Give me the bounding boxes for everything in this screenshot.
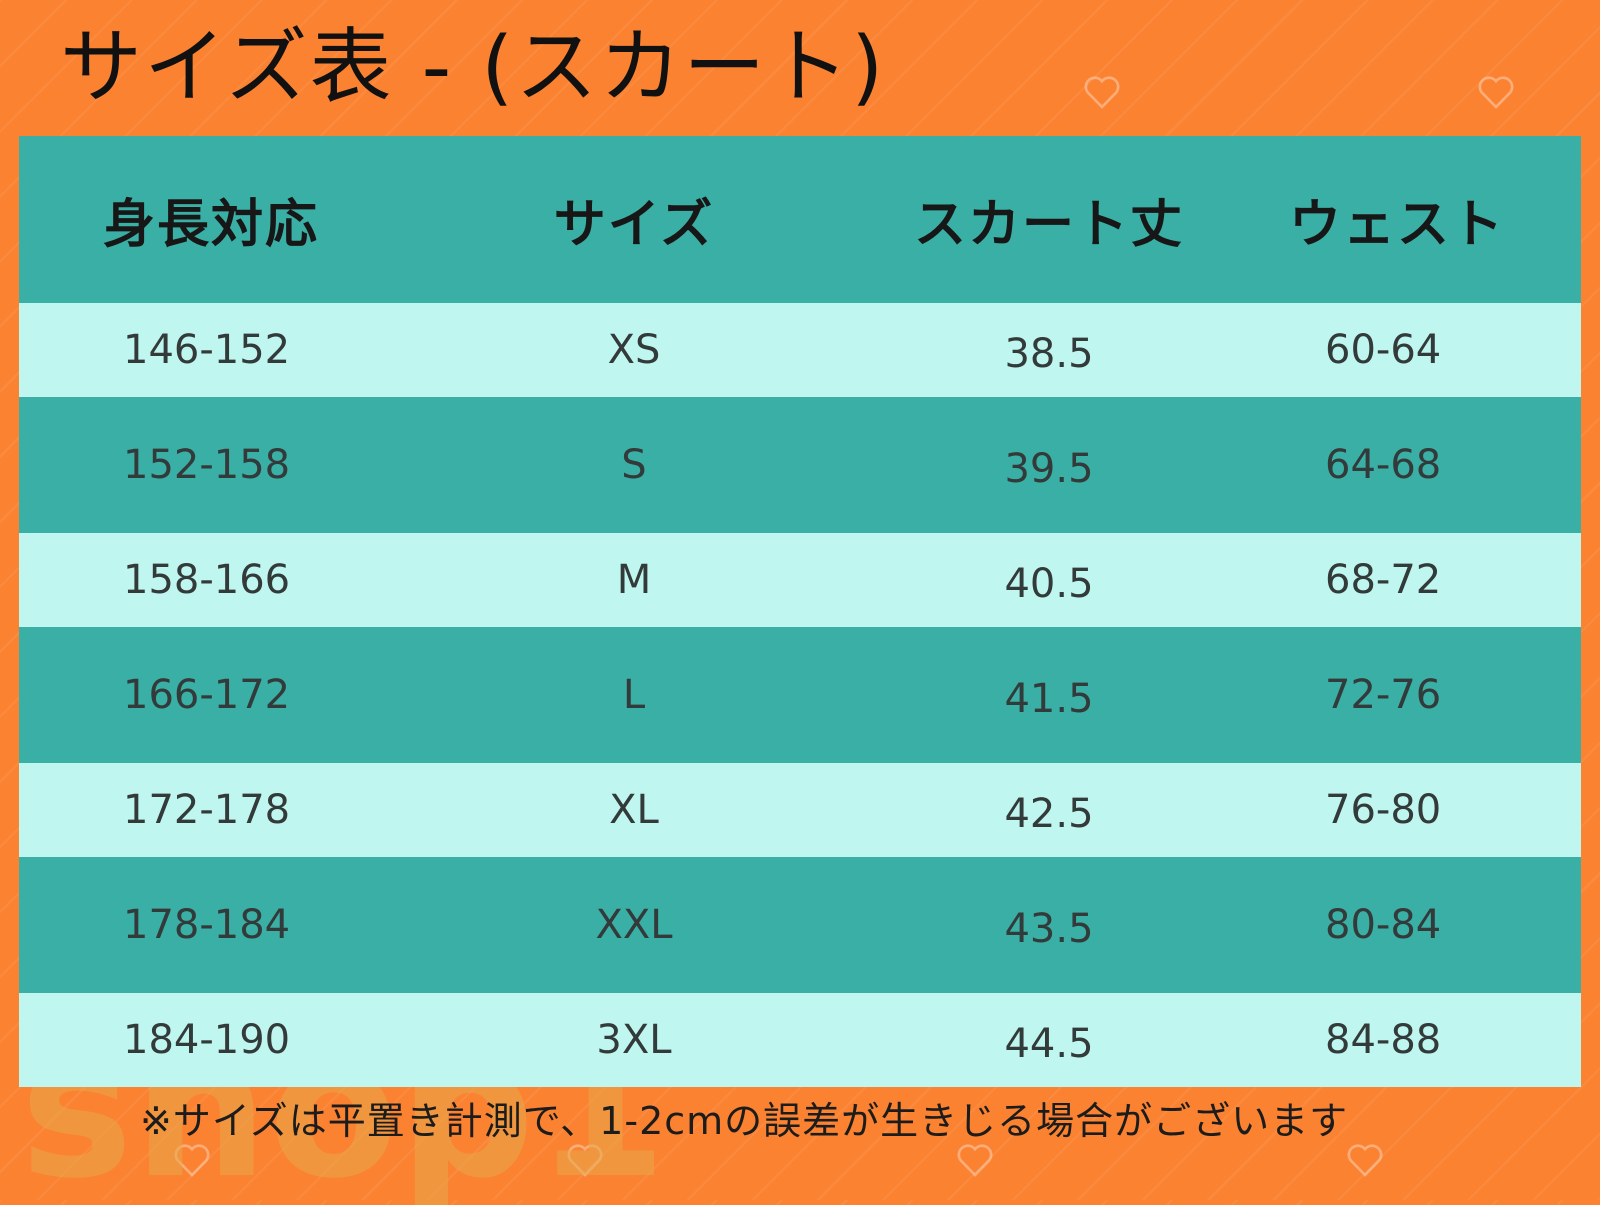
table-row: 152-158 S 39.5 64-68 [19, 397, 1581, 533]
cell-size: XS [419, 303, 849, 397]
header-waist: ウェスト [1249, 136, 1581, 303]
cell-waist: 64-68 [1249, 397, 1581, 533]
heart-outline-icon [1084, 76, 1120, 109]
cell-height: 152-158 [19, 397, 419, 533]
size-table: 身長対応 サイズ スカート丈 ウェスト 146-152 XS 38.5 60-6… [19, 136, 1581, 1087]
cell-size: M [419, 533, 849, 627]
cell-skirt-length: 43.5 [849, 857, 1249, 993]
cell-height: 184-190 [19, 993, 419, 1087]
cell-waist: 68-72 [1249, 533, 1581, 627]
heart-outline-icon [1478, 76, 1514, 109]
cell-skirt-length: 40.5 [849, 533, 1249, 627]
cell-size: 3XL [419, 993, 849, 1087]
cell-waist: 84-88 [1249, 993, 1581, 1087]
heart-outline-icon [174, 1144, 210, 1177]
cell-skirt-length: 41.5 [849, 627, 1249, 763]
table-row: 146-152 XS 38.5 60-64 [19, 303, 1581, 397]
cell-height: 146-152 [19, 303, 419, 397]
page-title: サイズ表 - (スカート) [60, 20, 886, 115]
header-size: サイズ [419, 136, 849, 303]
cell-size: L [419, 627, 849, 763]
footnote: ※サイズは平置き計測で、1-2cmの誤差が生きじる場合がございます [140, 1099, 1349, 1143]
cell-waist: 60-64 [1249, 303, 1581, 397]
heart-outline-icon [1347, 1144, 1383, 1177]
header-height: 身長対応 [19, 136, 419, 303]
header-skirt-length: スカート丈 [849, 136, 1249, 303]
table-row: 172-178 XL 42.5 76-80 [19, 763, 1581, 857]
cell-height: 158-166 [19, 533, 419, 627]
heart-outline-icon [957, 1144, 993, 1177]
table-header-row: 身長対応 サイズ スカート丈 ウェスト [19, 136, 1581, 303]
cell-size: S [419, 397, 849, 533]
cell-skirt-length: 38.5 [849, 303, 1249, 397]
heart-outline-icon [567, 1144, 603, 1177]
cell-waist: 72-76 [1249, 627, 1581, 763]
cell-height: 172-178 [19, 763, 419, 857]
cell-waist: 80-84 [1249, 857, 1581, 993]
cell-size: XXL [419, 857, 849, 993]
cell-skirt-length: 42.5 [849, 763, 1249, 857]
table-row: 158-166 M 40.5 68-72 [19, 533, 1581, 627]
cell-size: XL [419, 763, 849, 857]
table-row: 178-184 XXL 43.5 80-84 [19, 857, 1581, 993]
cell-height: 178-184 [19, 857, 419, 993]
cell-skirt-length: 39.5 [849, 397, 1249, 533]
cell-waist: 76-80 [1249, 763, 1581, 857]
table-row: 166-172 L 41.5 72-76 [19, 627, 1581, 763]
table-row: 184-190 3XL 44.5 84-88 [19, 993, 1581, 1087]
cell-height: 166-172 [19, 627, 419, 763]
cell-skirt-length: 44.5 [849, 993, 1249, 1087]
